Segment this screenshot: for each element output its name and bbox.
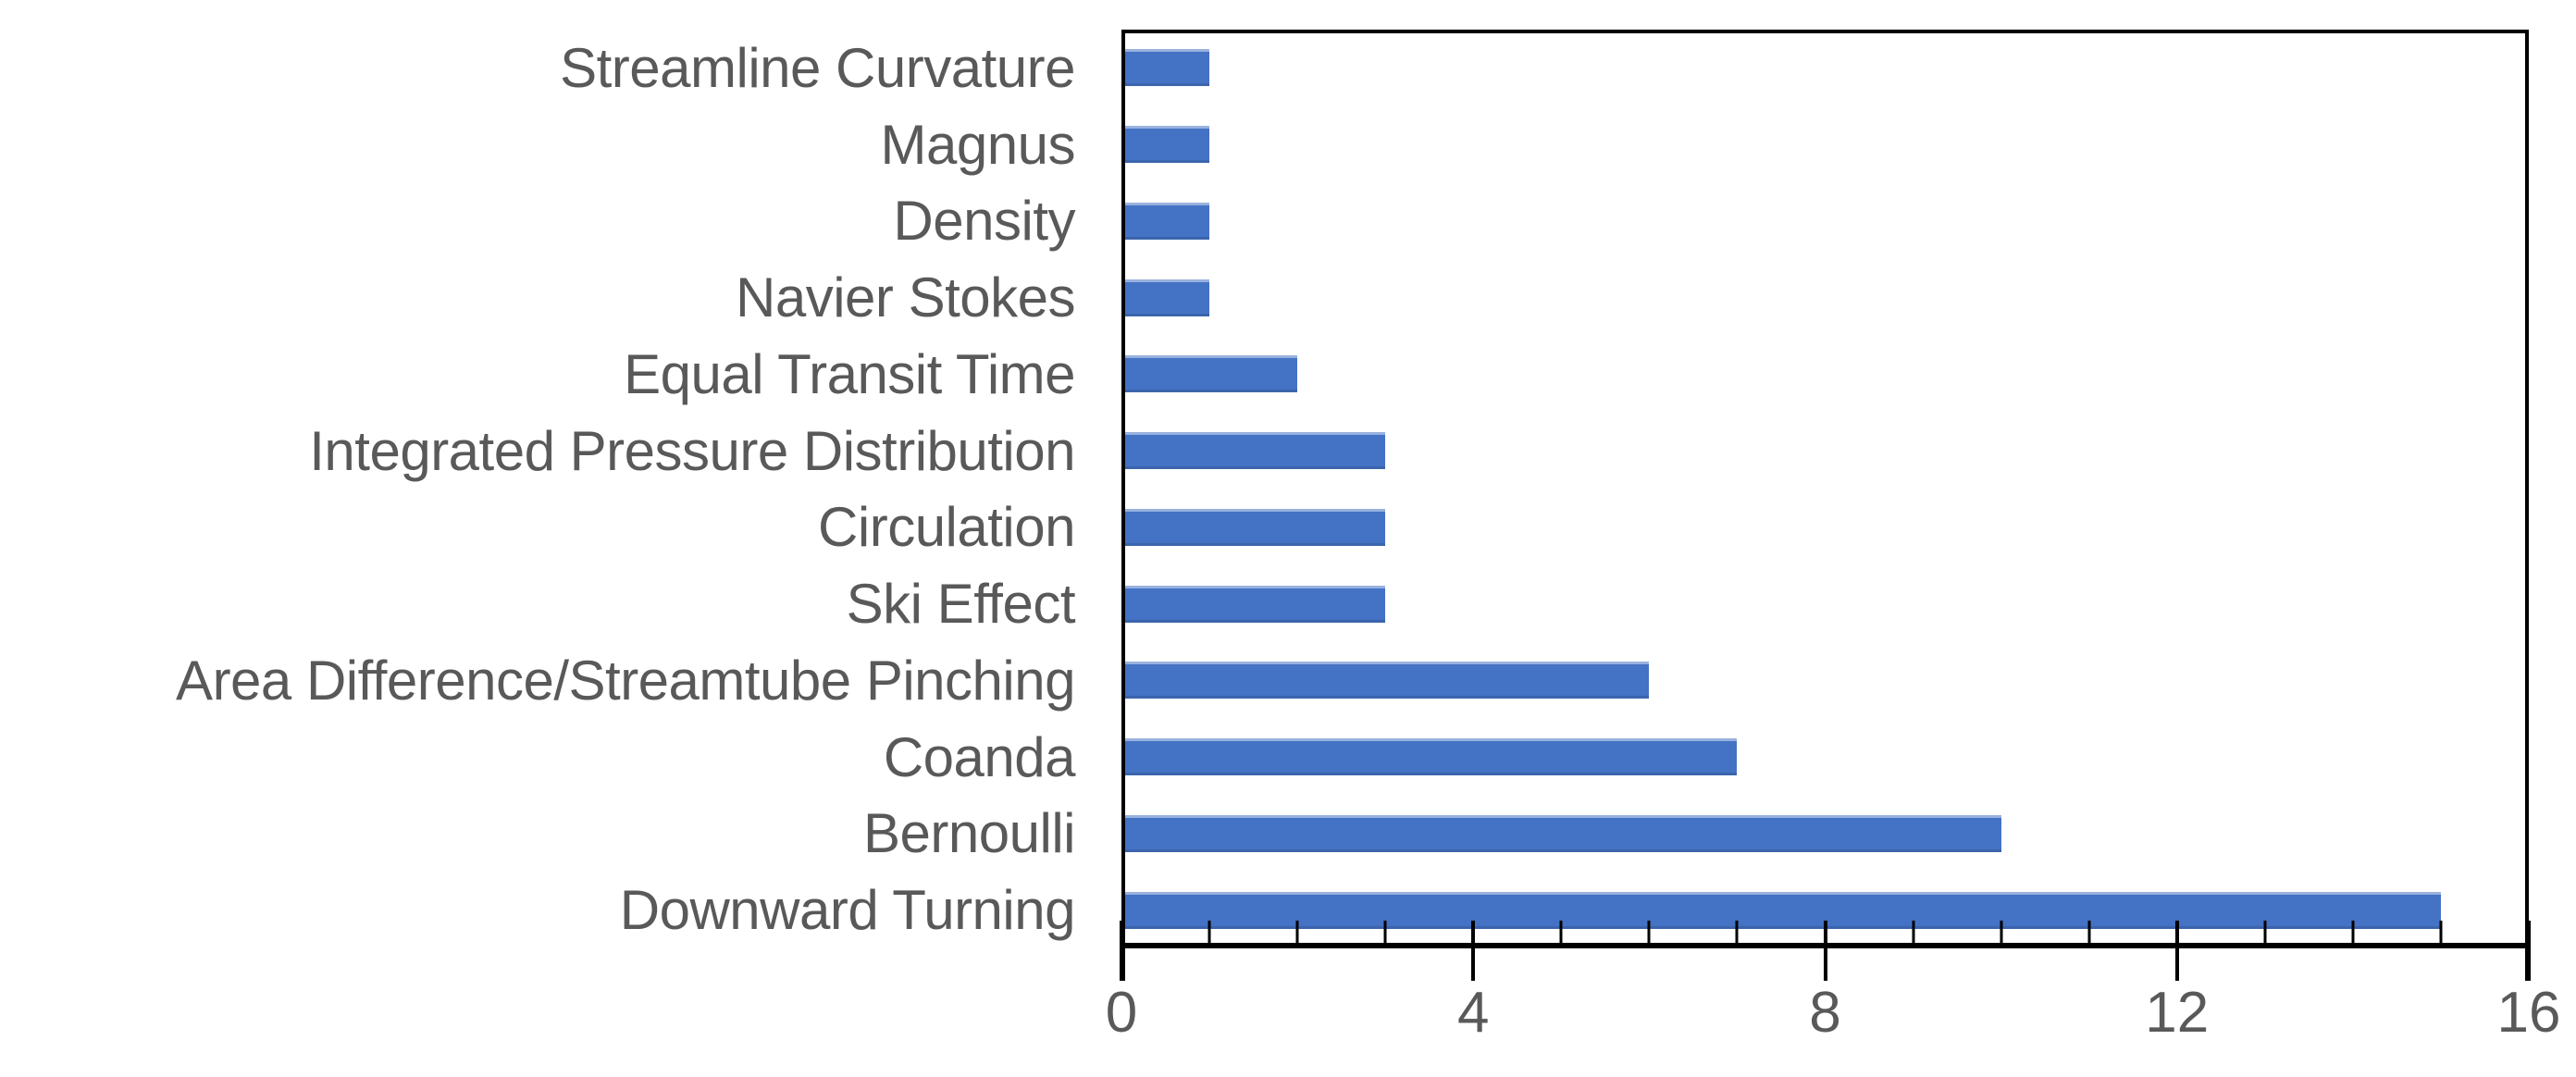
- plot-border-right: [2525, 30, 2529, 981]
- category-label: Area Difference/Streamtube Pinching: [176, 649, 1075, 712]
- x-axis-minor-tick: [2263, 921, 2267, 943]
- x-axis-major-tick: [1471, 921, 1476, 981]
- bar-row: [1121, 106, 2529, 183]
- x-axis-major-tick: [2527, 921, 2531, 981]
- bar-row: [1121, 30, 2529, 106]
- category-labels: Streamline Curvature Magnus Density Navier …: [0, 30, 1075, 948]
- x-axis-tick-label: 8: [1809, 981, 1841, 1045]
- bar: [1121, 126, 1210, 164]
- plot-area: [1120, 30, 2531, 981]
- bar-row: [1121, 183, 2529, 260]
- bar: [1121, 279, 1210, 316]
- x-axis-labels: 0 4 8 12 16: [1106, 979, 2561, 1053]
- bar: [1121, 508, 1386, 546]
- bar-row: [1121, 642, 2529, 719]
- category-label: Integrated Pressure Distribution: [309, 419, 1075, 482]
- x-axis-minor-tick: [1735, 921, 1739, 943]
- bar: [1121, 432, 1386, 470]
- x-axis-minor-tick: [1912, 921, 1915, 943]
- bar: [1121, 355, 1298, 393]
- x-axis-minor-tick: [2439, 921, 2443, 943]
- y-axis-line: [1121, 30, 1125, 981]
- x-axis-line: [1121, 943, 2529, 948]
- category-label: Density: [893, 190, 1075, 253]
- x-axis-minor-tick: [1295, 921, 1299, 943]
- x-axis-tick-label: 0: [1105, 981, 1138, 1045]
- bar: [1121, 49, 1210, 87]
- bar: [1121, 814, 2001, 852]
- x-axis-minor-tick: [1647, 921, 1651, 943]
- bar-row: [1121, 413, 2529, 489]
- x-axis-ticks: [1120, 30, 2531, 981]
- category-label: Coanda: [883, 725, 1076, 788]
- category-label: Circulation: [818, 496, 1075, 559]
- x-axis-major-tick: [2174, 921, 2179, 981]
- bar-row: [1121, 872, 2529, 948]
- category-label: Streamline Curvature: [560, 36, 1075, 99]
- x-axis-minor-tick: [1383, 921, 1387, 943]
- category-label: Downward Turning: [619, 879, 1076, 942]
- bar-row: [1121, 259, 2529, 336]
- category-label: Magnus: [880, 113, 1076, 176]
- x-axis-minor-tick: [2000, 921, 2003, 943]
- plot-border-top: [1121, 30, 2529, 33]
- x-axis-minor-tick: [1208, 921, 1211, 943]
- x-axis-major-tick: [1823, 921, 1827, 981]
- x-axis-tick-label: 4: [1457, 981, 1490, 1045]
- bar: [1121, 585, 1386, 623]
- bar-row: [1121, 489, 2529, 566]
- bar: [1121, 202, 1210, 240]
- bar: [1121, 891, 2441, 929]
- x-axis-minor-tick: [1559, 921, 1563, 943]
- bar: [1121, 662, 1650, 699]
- bar-row: [1121, 565, 2529, 642]
- bar: [1121, 738, 1738, 776]
- x-axis-tick-label: 16: [2496, 981, 2561, 1045]
- category-label: Navier Stokes: [736, 266, 1075, 329]
- category-label: Equal Transit Time: [624, 342, 1075, 405]
- bars-region: [1121, 30, 2529, 948]
- category-label: Bernoulli: [863, 802, 1075, 865]
- x-axis-minor-tick: [2351, 921, 2355, 943]
- bar-row: [1121, 336, 2529, 413]
- bar-row: [1121, 796, 2529, 873]
- x-axis-tick-label: 12: [2145, 981, 2210, 1045]
- bar-row: [1121, 719, 2529, 796]
- x-axis-minor-tick: [2087, 921, 2091, 943]
- category-label: Ski Effect: [846, 573, 1076, 636]
